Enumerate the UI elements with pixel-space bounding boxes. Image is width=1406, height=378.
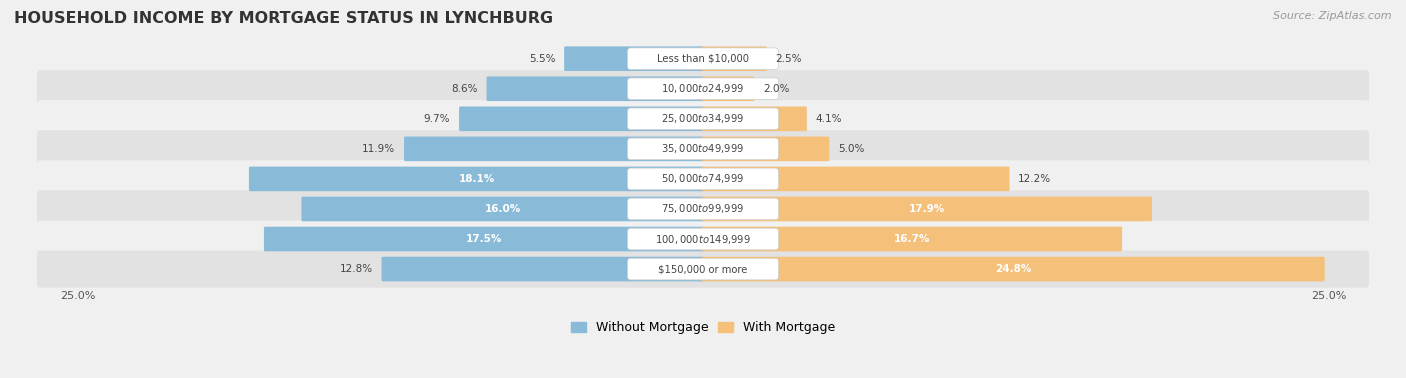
Text: $100,000 to $149,999: $100,000 to $149,999 — [655, 232, 751, 246]
FancyBboxPatch shape — [702, 136, 830, 161]
Text: 12.2%: 12.2% — [1018, 174, 1052, 184]
FancyBboxPatch shape — [702, 76, 754, 101]
Text: 2.5%: 2.5% — [776, 54, 801, 64]
FancyBboxPatch shape — [264, 227, 704, 251]
Text: Source: ZipAtlas.com: Source: ZipAtlas.com — [1274, 11, 1392, 21]
FancyBboxPatch shape — [627, 138, 779, 160]
FancyBboxPatch shape — [627, 108, 779, 130]
Text: 4.1%: 4.1% — [815, 114, 842, 124]
Text: 16.7%: 16.7% — [894, 234, 931, 244]
FancyBboxPatch shape — [702, 46, 766, 71]
FancyBboxPatch shape — [37, 70, 1369, 107]
FancyBboxPatch shape — [627, 78, 779, 99]
Legend: Without Mortgage, With Mortgage: Without Mortgage, With Mortgage — [565, 316, 841, 339]
FancyBboxPatch shape — [381, 257, 704, 281]
Text: $150,000 or more: $150,000 or more — [658, 264, 748, 274]
Text: 12.8%: 12.8% — [340, 264, 373, 274]
FancyBboxPatch shape — [627, 198, 779, 220]
Text: 2.0%: 2.0% — [763, 84, 789, 94]
Text: 5.5%: 5.5% — [529, 54, 555, 64]
FancyBboxPatch shape — [627, 258, 779, 280]
Text: 18.1%: 18.1% — [458, 174, 495, 184]
FancyBboxPatch shape — [37, 251, 1369, 288]
Text: $25,000 to $34,999: $25,000 to $34,999 — [661, 112, 745, 125]
Text: $10,000 to $24,999: $10,000 to $24,999 — [661, 82, 745, 95]
Text: $75,000 to $99,999: $75,000 to $99,999 — [661, 203, 745, 215]
FancyBboxPatch shape — [702, 107, 807, 131]
FancyBboxPatch shape — [37, 100, 1369, 138]
FancyBboxPatch shape — [460, 107, 704, 131]
Text: 17.9%: 17.9% — [908, 204, 945, 214]
Text: 16.0%: 16.0% — [485, 204, 522, 214]
FancyBboxPatch shape — [627, 168, 779, 190]
Text: 11.9%: 11.9% — [363, 144, 395, 154]
FancyBboxPatch shape — [37, 130, 1369, 167]
Text: 24.8%: 24.8% — [995, 264, 1032, 274]
Text: 5.0%: 5.0% — [838, 144, 865, 154]
Text: HOUSEHOLD INCOME BY MORTGAGE STATUS IN LYNCHBURG: HOUSEHOLD INCOME BY MORTGAGE STATUS IN L… — [14, 11, 553, 26]
Text: 25.0%: 25.0% — [60, 291, 96, 301]
FancyBboxPatch shape — [37, 160, 1369, 198]
FancyBboxPatch shape — [37, 220, 1369, 258]
FancyBboxPatch shape — [627, 228, 779, 250]
FancyBboxPatch shape — [702, 167, 1010, 191]
FancyBboxPatch shape — [301, 197, 704, 221]
Text: 17.5%: 17.5% — [465, 234, 502, 244]
FancyBboxPatch shape — [702, 197, 1152, 221]
FancyBboxPatch shape — [37, 40, 1369, 77]
Text: Less than $10,000: Less than $10,000 — [657, 54, 749, 64]
Text: $35,000 to $49,999: $35,000 to $49,999 — [661, 143, 745, 155]
FancyBboxPatch shape — [404, 136, 704, 161]
FancyBboxPatch shape — [486, 76, 704, 101]
Text: 9.7%: 9.7% — [423, 114, 450, 124]
Text: 8.6%: 8.6% — [451, 84, 478, 94]
Text: 25.0%: 25.0% — [1310, 291, 1346, 301]
FancyBboxPatch shape — [627, 48, 779, 70]
FancyBboxPatch shape — [702, 257, 1324, 281]
FancyBboxPatch shape — [702, 227, 1122, 251]
FancyBboxPatch shape — [37, 191, 1369, 228]
Text: $50,000 to $74,999: $50,000 to $74,999 — [661, 172, 745, 186]
FancyBboxPatch shape — [564, 46, 704, 71]
FancyBboxPatch shape — [249, 167, 704, 191]
